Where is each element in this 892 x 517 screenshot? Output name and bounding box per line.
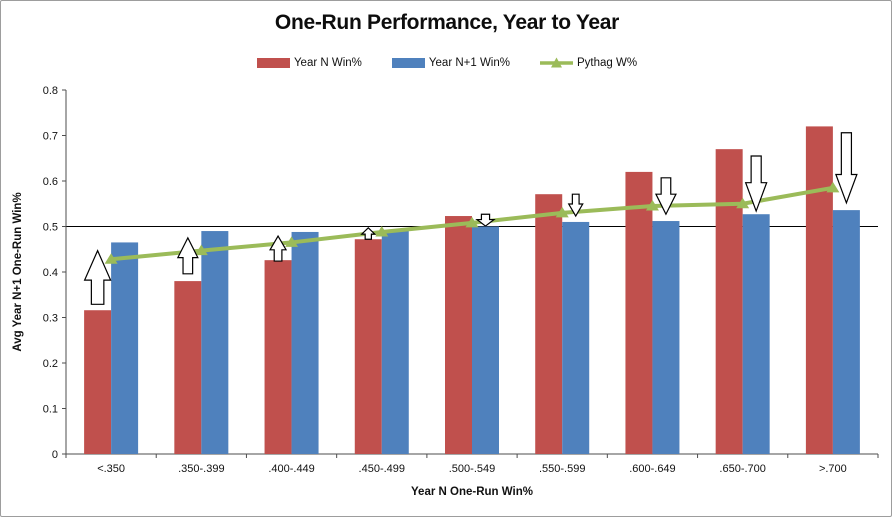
up-arrow-annotation [360,227,377,240]
down-arrow-annotation [654,177,677,216]
legend-item: Year N Win% [256,57,362,69]
pythag-marker [826,181,840,193]
y-tick-label: 0.7 [43,131,58,143]
bar-year-n1 [472,226,499,454]
bar-year-n1 [201,231,229,454]
y-tick-label: 0.2 [43,358,58,370]
y-tick-label: 0.6 [43,176,58,188]
legend-label: Year N+1 Win% [428,57,510,69]
bar-year-n [264,260,292,454]
pythag-marker [465,216,479,228]
x-category-label: .600-.649 [629,463,675,475]
bar-year-n1 [652,221,680,454]
pythag-marker [736,197,750,209]
legend: Year N Win% Year N+1 Win% Pythag W% [1,55,891,71]
legend-item: Pythag W% [539,57,638,69]
y-tick-label: 0.5 [43,222,58,234]
bar-year-n [84,310,112,454]
x-category-label: .400-.449 [268,463,314,475]
bar-year-n [354,239,382,454]
bar-year-n1 [291,231,319,454]
x-axis-title: Year N One-Run Win% [411,486,533,498]
chart-title: One-Run Performance, Year to Year [274,11,620,34]
y-tick-label: 0 [52,449,58,461]
pythag-marker [645,200,659,211]
pythag-marker [104,253,118,264]
bar-year-n1 [381,230,409,454]
bar-year-n1 [562,221,590,454]
legend-swatch [391,58,425,68]
legend-item: Year N+1 Win% [391,57,510,69]
down-arrow-annotation [475,213,496,227]
y-tick-label: 0.4 [43,267,58,279]
x-category-label: >.700 [819,463,847,475]
pythag-marker [285,236,299,247]
up-arrow-annotation [83,249,112,305]
bar-year-n [535,194,563,454]
x-category-label: .450-.499 [359,463,405,475]
bar-year-n [174,281,202,454]
bar-year-n [805,126,833,455]
bar-year-n1 [111,242,139,454]
pythag-marker [555,206,569,218]
x-category-label: .350-.399 [178,463,224,475]
down-arrow-annotation [744,155,768,213]
legend-line-marker [539,57,573,68]
y-tick-label: 0.3 [43,313,58,325]
bar-year-n [445,216,472,454]
x-category-label: .650-.700 [719,463,765,475]
pythag-marker [194,244,208,256]
pythag-marker [375,225,389,237]
up-arrow-annotation [176,236,199,275]
bar-year-n [625,171,653,454]
down-arrow-annotation [567,193,584,218]
bar-year-n [715,149,743,454]
legend-label: Pythag W% [576,57,638,69]
legend-swatch [256,58,290,68]
legend-label: Year N Win% [293,57,362,69]
y-tick-label: 0.1 [43,404,58,416]
up-arrow-annotation [269,234,288,262]
bar-year-n1 [832,210,860,454]
down-arrow-annotation [835,132,858,205]
bar-year-n1 [742,214,770,454]
x-category-label: .550-.599 [539,463,585,475]
x-category-label: <.350 [97,463,125,475]
x-category-label: .500-.549 [449,463,495,475]
y-tick-label: 0.8 [43,85,58,97]
